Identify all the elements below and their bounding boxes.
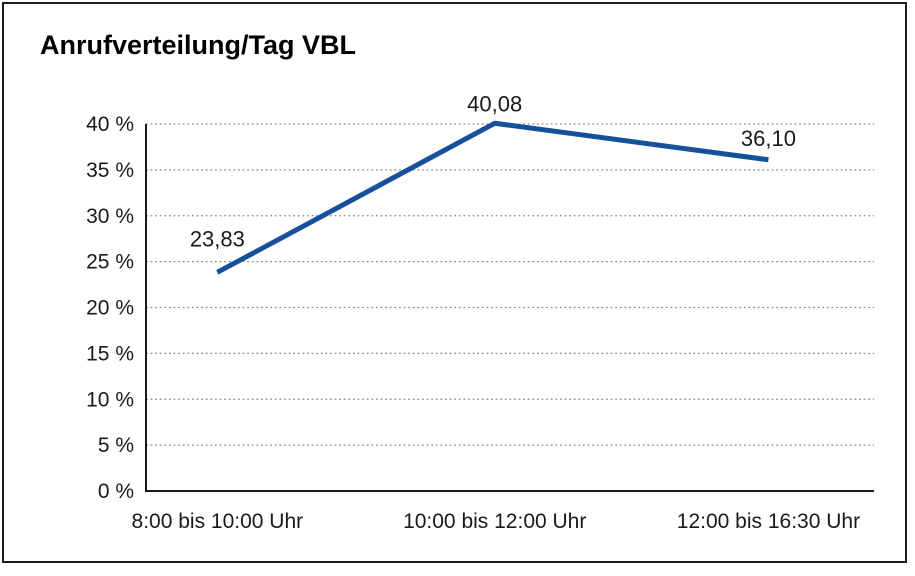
y-tick-label: 0 % [98, 480, 134, 503]
axis-lines [145, 124, 874, 492]
y-tick-label: 35 % [86, 159, 134, 182]
y-tick-label: 5 % [98, 434, 134, 457]
x-category-label: 8:00 bis 10:00 Uhr [132, 510, 304, 533]
chart-frame [2, 2, 907, 563]
data-point-label: 23,83 [190, 226, 245, 251]
y-tick-label: 30 % [86, 205, 134, 228]
y-tick-label: 25 % [86, 251, 134, 274]
y-tick-label: 10 % [86, 388, 134, 411]
data-point-label: 36,10 [741, 126, 796, 151]
y-tick-label: 15 % [86, 342, 134, 365]
chart-title: Anrufverteilung/Tag VBL [40, 30, 357, 60]
data-line-series [216, 120, 769, 275]
y-tick-label: 20 % [86, 297, 134, 320]
data-point-label: 40,08 [467, 91, 522, 116]
x-category-label: 12:00 bis 16:30 Uhr [677, 510, 860, 533]
y-tick-label: 40 % [86, 113, 134, 136]
x-category-label: 10:00 bis 12:00 Uhr [403, 510, 586, 533]
